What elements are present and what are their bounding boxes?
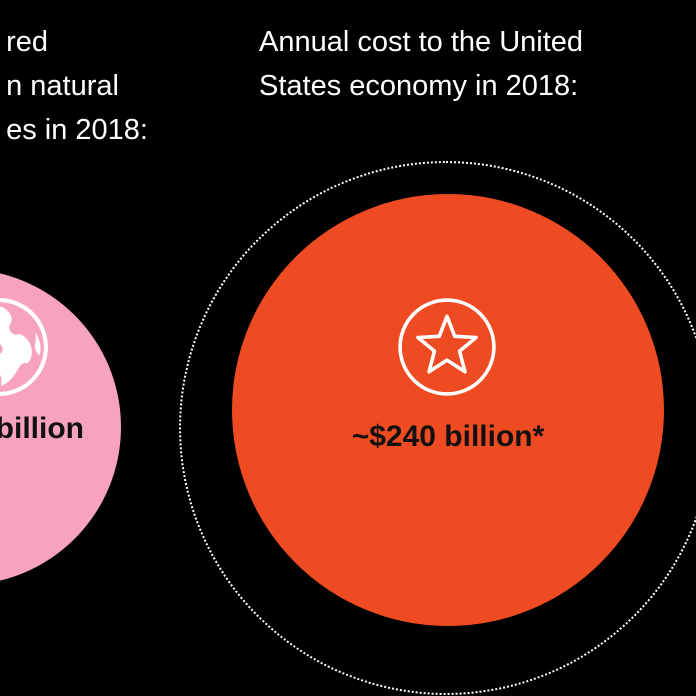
right-caption: Annual cost to the United States economy… — [259, 20, 583, 108]
star-icon — [398, 298, 496, 396]
left-caption-line-1: red — [6, 26, 49, 58]
right-caption-line-2: States economy in 2018: — [259, 70, 579, 102]
left-amount: billion — [0, 412, 84, 445]
left-caption-line-3: es in 2018: — [6, 114, 148, 146]
right-amount: ~$240 billion* — [351, 420, 545, 453]
globe-icon — [0, 298, 48, 396]
right-value-circle — [232, 194, 664, 626]
right-caption-line-1: Annual cost to the United — [259, 26, 584, 58]
dotted-ring — [179, 161, 696, 695]
left-caption-line-2: n natural — [6, 70, 119, 102]
left-caption: red n natural es in 2018: — [6, 20, 148, 152]
